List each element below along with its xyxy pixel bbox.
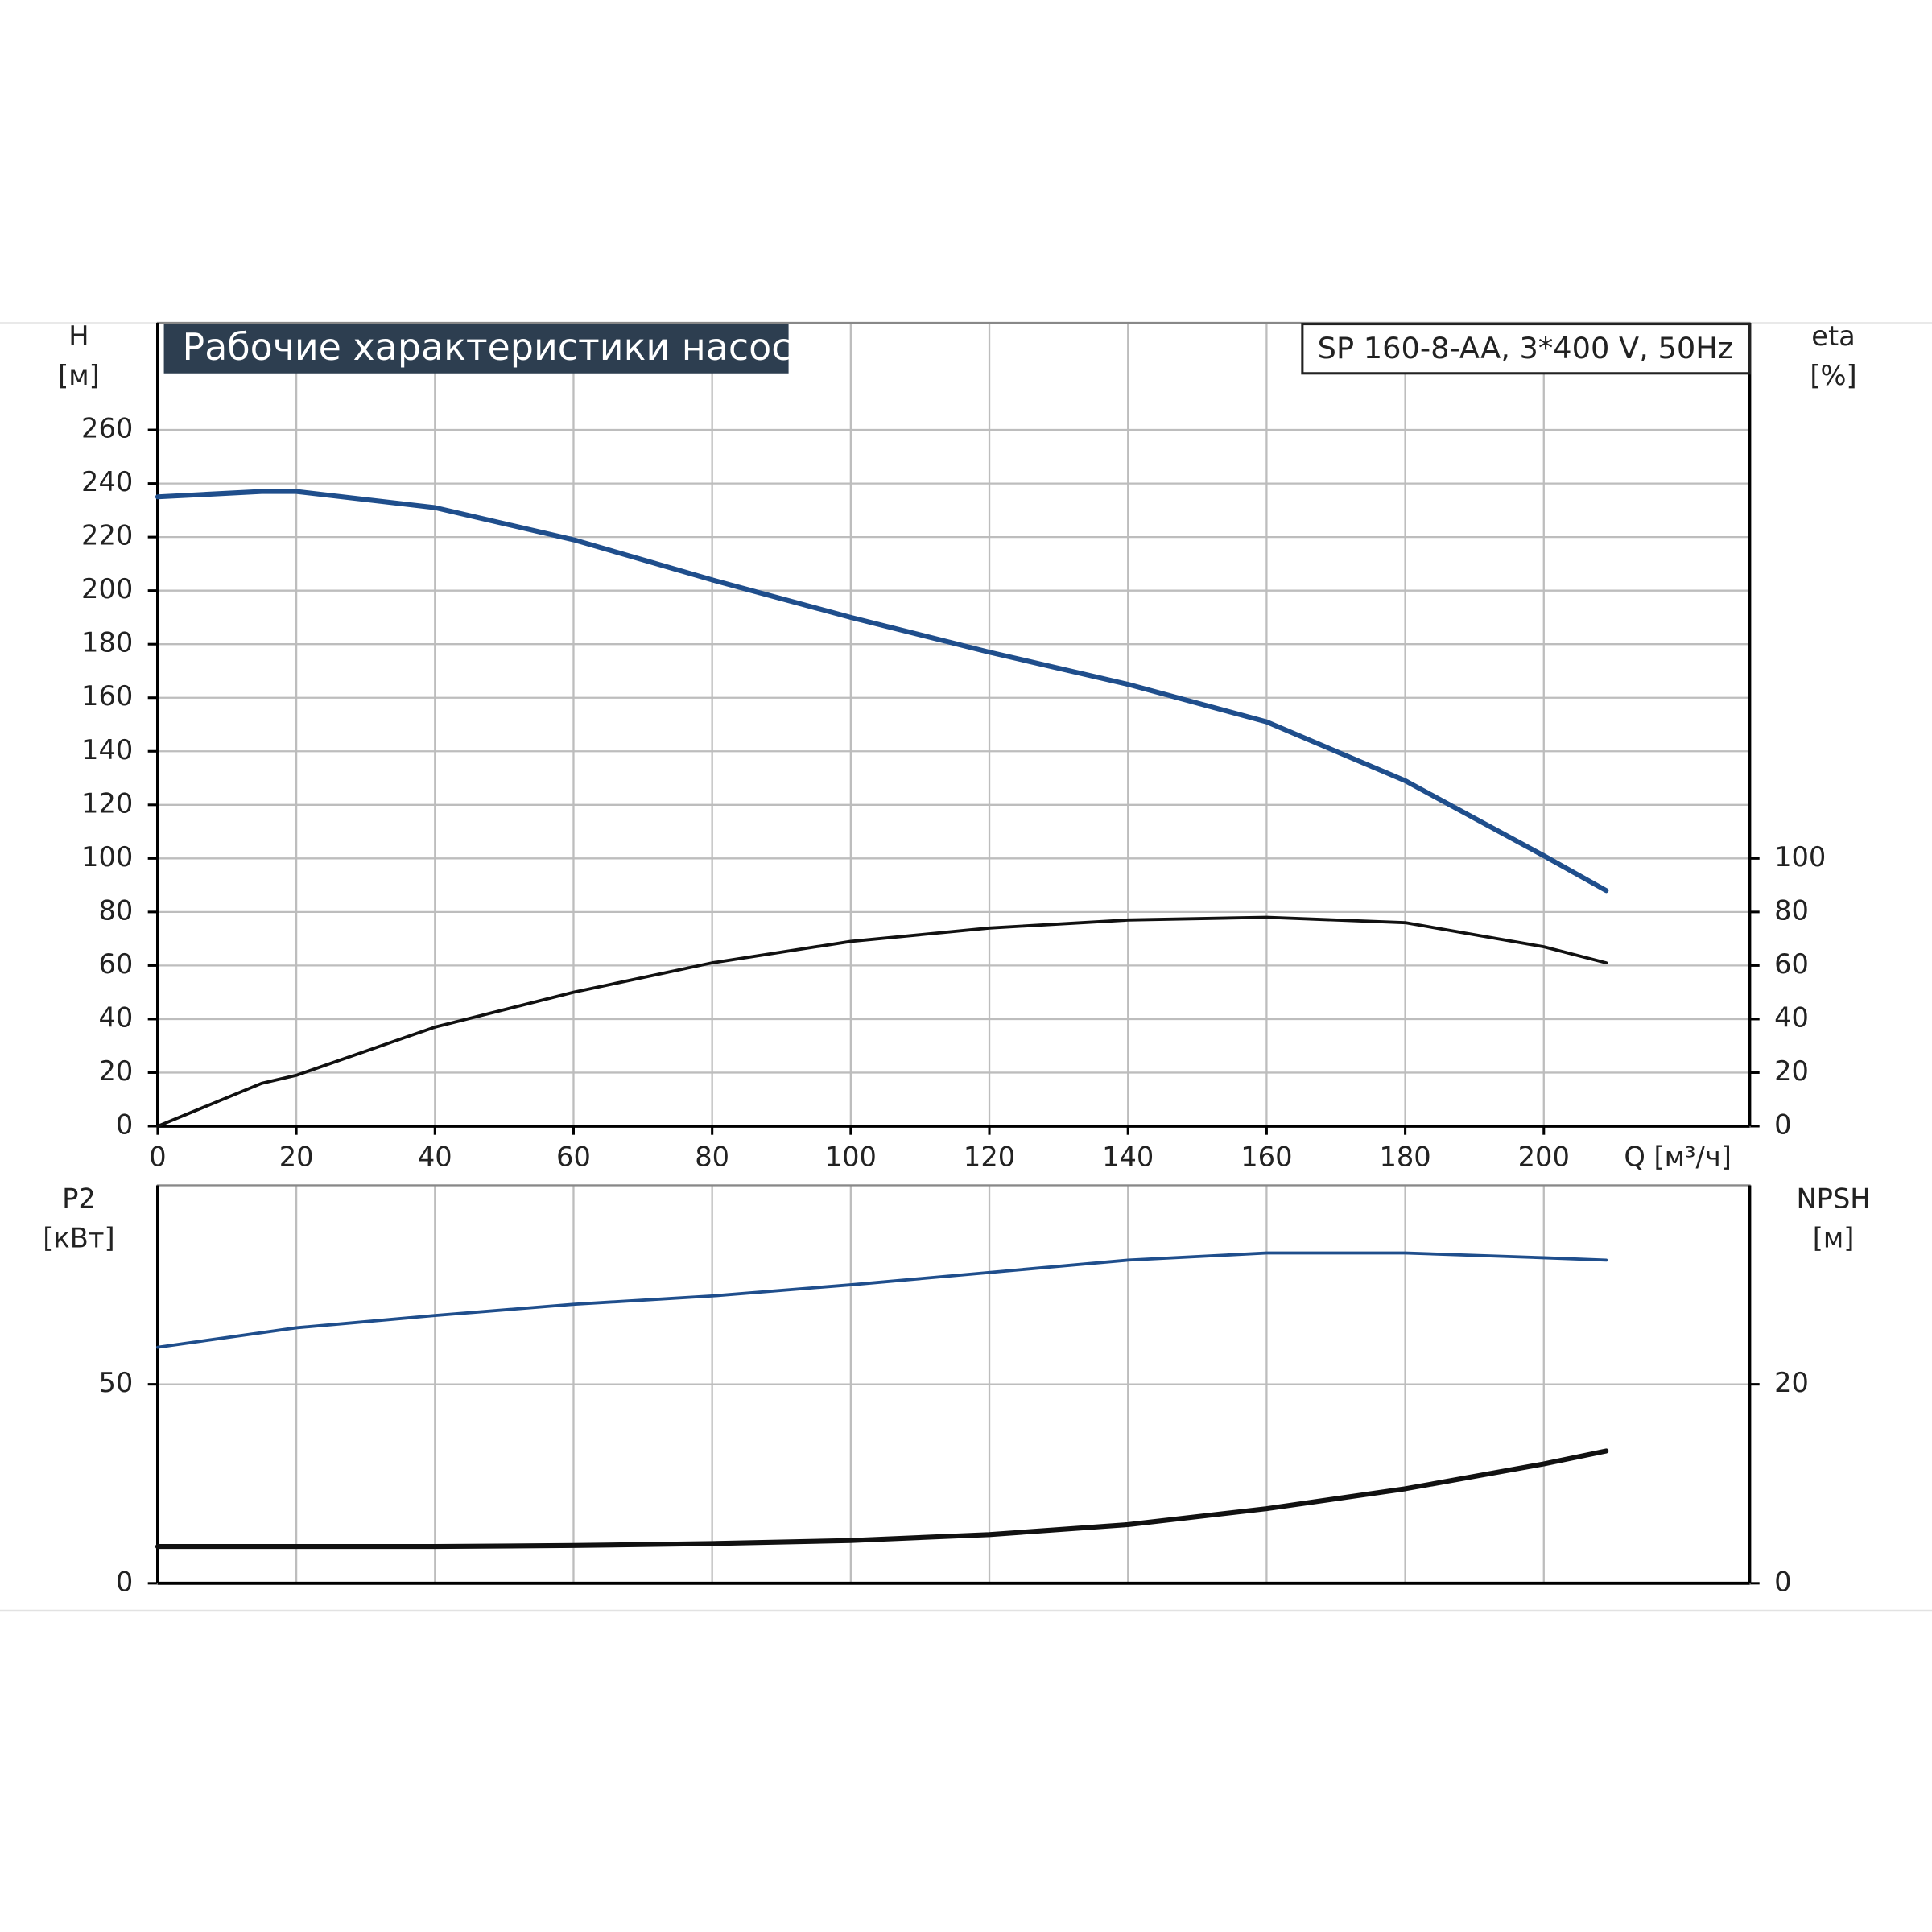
y-tick-label: 80 [98,894,133,926]
x-tick-label: 160 [1241,1141,1292,1172]
y-label: P2 [62,1183,96,1214]
y2-unit: [м] [1813,1222,1855,1253]
x-tick-label: 80 [695,1141,729,1172]
y2-unit: [%] [1810,360,1856,391]
y-label: H [68,320,89,352]
y2-label: NPSH [1796,1183,1870,1214]
y2-tick-label: 20 [1774,1055,1809,1087]
y-tick-label: 180 [81,627,133,658]
model-box [1301,323,1751,375]
chart-title: Рабочие характеристики насоса [183,325,815,369]
y2-label: eta [1811,320,1856,352]
x-tick-label: 200 [1518,1141,1570,1172]
y-tick-label: 200 [81,573,133,605]
y-tick-label: 260 [81,413,133,444]
x-tick-label: 0 [149,1141,166,1172]
curve [155,1448,1609,1550]
x-tick-label: 120 [964,1141,1015,1172]
y-tick-label: 0 [116,1566,133,1597]
y-tick-label: 60 [98,948,133,980]
y-tick-label: 120 [81,787,133,819]
y-tick-label: 160 [81,680,133,712]
y-unit: [кВт] [43,1222,114,1253]
y2-tick-label: 0 [1774,1566,1791,1597]
y2-tick-label: 20 [1774,1367,1809,1398]
y-tick-label: 0 [116,1108,133,1140]
x-tick-label: 180 [1379,1141,1430,1172]
x-tick-label: 40 [418,1141,452,1172]
y-tick-label: 140 [81,734,133,766]
model-label: SP 160-8-AA, 3*400 V, 50Hz [1318,331,1733,365]
y-tick-label: 240 [81,466,133,497]
x-label: Q [м³/ч] [1624,1141,1732,1172]
x-tick-label: 20 [279,1141,314,1172]
y-tick-label: 100 [81,841,133,873]
x-tick-label: 60 [556,1141,591,1172]
x-tick-label: 140 [1102,1141,1154,1172]
y2-tick-label: 80 [1774,894,1809,926]
y-tick-label: 220 [81,520,133,551]
curve [155,489,1609,894]
curve [156,915,1608,1128]
x-tick-label: 100 [825,1141,877,1172]
curve [156,1251,1608,1349]
plot-frame [156,321,1751,1128]
y2-tick-label: 60 [1774,948,1809,980]
y-tick-label: 50 [98,1367,133,1398]
y-unit: [м] [58,360,100,391]
y2-tick-label: 40 [1774,1001,1809,1033]
title-box [163,324,789,374]
y2-tick-label: 0 [1774,1108,1791,1140]
y-tick-label: 20 [98,1055,133,1087]
y-tick-label: 40 [98,1001,133,1033]
y2-tick-label: 100 [1774,841,1826,873]
